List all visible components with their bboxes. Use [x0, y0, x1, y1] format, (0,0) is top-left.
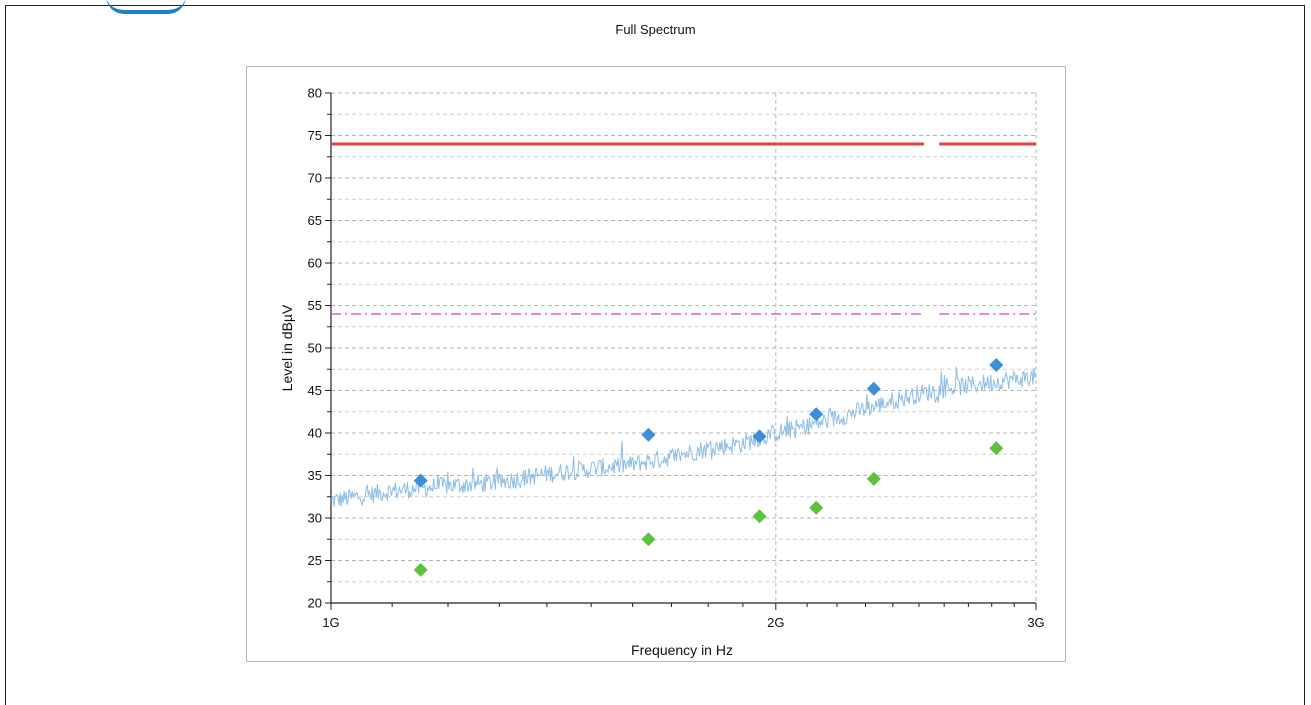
x-axis-label: Frequency in Hz — [631, 642, 733, 658]
y-tick-label: 60 — [308, 256, 322, 271]
peak-marker — [752, 429, 767, 444]
y-tick-label: 20 — [308, 596, 322, 611]
y-tick-label: 80 — [308, 86, 322, 101]
logo-arc-icon — [106, 0, 186, 14]
y-tick-label: 75 — [308, 128, 322, 143]
peak-marker — [641, 427, 656, 442]
y-tick-label: 40 — [308, 426, 322, 441]
x-tick-label: 2G — [767, 615, 784, 630]
average-marker — [752, 509, 767, 524]
x-tick-label: 3G — [1027, 615, 1044, 630]
axis-layer: 20 25 30 35 40 45 50 55 60 65 70 75 80 1G 2G 3G — [308, 86, 1045, 631]
average-marker — [866, 471, 881, 486]
y-tick-label: 65 — [308, 213, 322, 228]
y-tick-label: 35 — [308, 468, 322, 483]
y-tick-label: 70 — [308, 171, 322, 186]
limit-lines — [331, 142, 1036, 315]
y-tick-label: 50 — [308, 341, 322, 356]
peak-marker — [809, 407, 824, 422]
spectrum-trace-layer — [330, 366, 1037, 507]
peak-marker — [989, 358, 1004, 372]
average-marker — [809, 500, 824, 515]
spectrum-trace — [330, 366, 1037, 507]
peak-marker — [866, 381, 881, 396]
y-axis-label: Level in dBµV — [279, 304, 295, 391]
average-marker — [989, 441, 1004, 456]
average-marker — [641, 532, 656, 547]
chart-title: Full Spectrum — [615, 22, 696, 37]
x-tick-label: 1G — [322, 615, 339, 630]
y-tick-label: 45 — [308, 383, 322, 398]
marker-layer — [413, 358, 1004, 577]
y-tick-label: 25 — [308, 553, 322, 568]
average-marker — [413, 562, 428, 577]
grid-layer — [330, 92, 1037, 604]
y-tick-label: 30 — [308, 511, 322, 526]
peak-marker — [413, 473, 428, 488]
plot-frame — [246, 66, 1066, 662]
y-tick-label: 55 — [308, 298, 322, 313]
